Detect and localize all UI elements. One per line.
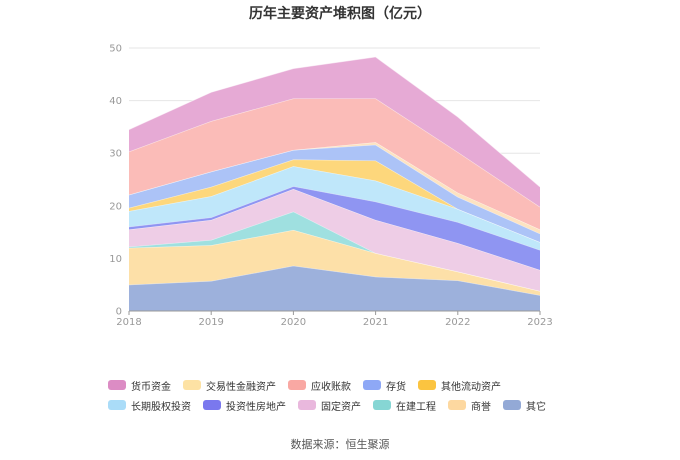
legend-item[interactable]: 投资性房地产 (203, 398, 286, 413)
legend-swatch (108, 380, 126, 390)
legend-swatch (108, 400, 126, 410)
y-tick-label: 40 (109, 96, 122, 107)
legend-item[interactable]: 固定资产 (298, 398, 361, 413)
area-长期股权投资 (129, 166, 540, 250)
legend: 货币资金 交易性金融资产 应收账款 存货 其他流动资产长期股权投资 投资性房地产 固定资产 在… (108, 378, 588, 413)
legend-label: 交易性金融资产 (206, 381, 276, 393)
legend-item[interactable]: 商誉 (448, 398, 491, 413)
legend-label: 其他流动资产 (441, 381, 501, 393)
legend-item[interactable]: 存货 (363, 378, 406, 393)
legend-label: 长期股权投资 (131, 401, 191, 413)
legend-item[interactable]: 货币资金 (108, 378, 171, 393)
x-tick-label: 2021 (363, 317, 388, 328)
area-固定资产 (129, 189, 540, 291)
area-投资性房地产 (129, 186, 540, 270)
area-应收账款 (129, 98, 540, 230)
x-tick-label: 2018 (116, 317, 141, 328)
legend-swatch (363, 380, 381, 390)
legend-label: 应收账款 (311, 381, 351, 393)
legend-label: 商誉 (471, 401, 491, 413)
y-tick-label: 30 (109, 149, 122, 160)
legend-item[interactable]: 应收账款 (288, 378, 351, 393)
x-tick-label: 2020 (281, 317, 306, 328)
x-tick-label: 2019 (198, 317, 223, 328)
area-货币资金 (129, 56, 540, 207)
legend-item[interactable]: 交易性金融资产 (183, 378, 276, 393)
legend-label: 投资性房地产 (226, 401, 286, 413)
legend-item[interactable]: 其他流动资产 (418, 378, 501, 393)
legend-swatch (288, 380, 306, 390)
legend-label: 货币资金 (131, 381, 171, 393)
area-edge-货币资金 (128, 56, 541, 188)
area-series (128, 56, 541, 311)
area-存货 (129, 144, 540, 243)
legend-swatch (448, 400, 466, 410)
axes: 0 10 20 30 40 50 2018 2019 2020 2021 2022 2023 (109, 44, 552, 329)
area-其它 (129, 265, 540, 311)
chart-title: 历年主要资产堆积图（亿元） (249, 5, 431, 22)
data-source-note: 数据来源：恒生聚源 (290, 438, 390, 451)
legend-swatch (183, 380, 201, 390)
legend-label: 固定资产 (321, 401, 361, 413)
legend-item[interactable]: 长期股权投资 (108, 398, 191, 413)
y-tick-label: 50 (109, 44, 122, 55)
legend-swatch (418, 380, 436, 390)
legend-item[interactable]: 其它 (503, 398, 546, 413)
legend-swatch (503, 400, 521, 410)
legend-item[interactable]: 在建工程 (373, 398, 436, 413)
legend-label: 存货 (386, 381, 406, 393)
legend-swatch (298, 400, 316, 410)
y-tick-label: 20 (109, 201, 122, 212)
x-tick-label: 2022 (445, 317, 470, 328)
stacked-area-chart: 历年主要资产堆积图（亿元） 0 10 20 30 40 50 2018 2019 2020 202… (109, 5, 552, 329)
x-tick-label: 2023 (527, 317, 552, 328)
area-商誉 (129, 230, 540, 296)
y-tick-label: 10 (109, 254, 122, 265)
legend-swatch (373, 400, 391, 410)
legend-label: 在建工程 (396, 401, 436, 413)
legend-swatch (203, 400, 221, 410)
legend-label: 其它 (526, 401, 546, 413)
y-tick-label: 0 (116, 307, 122, 318)
